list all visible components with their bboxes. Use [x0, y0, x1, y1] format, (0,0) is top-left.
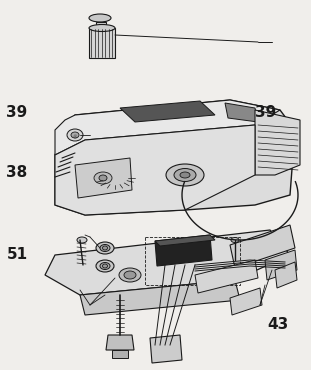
- Ellipse shape: [77, 237, 87, 243]
- Ellipse shape: [102, 171, 128, 185]
- Text: 43: 43: [268, 317, 289, 332]
- Ellipse shape: [89, 24, 115, 31]
- Text: 39: 39: [7, 105, 28, 120]
- Ellipse shape: [100, 245, 110, 252]
- Ellipse shape: [124, 271, 136, 279]
- Polygon shape: [255, 110, 300, 175]
- Text: ®: ®: [73, 135, 77, 141]
- Polygon shape: [55, 100, 295, 215]
- Ellipse shape: [166, 164, 204, 186]
- Polygon shape: [265, 250, 297, 280]
- Ellipse shape: [174, 168, 196, 182]
- Ellipse shape: [96, 260, 114, 272]
- Polygon shape: [230, 288, 262, 315]
- Ellipse shape: [119, 268, 141, 282]
- Ellipse shape: [103, 264, 108, 268]
- Polygon shape: [195, 260, 258, 293]
- Ellipse shape: [100, 262, 110, 269]
- Bar: [96, 22, 106, 28]
- Polygon shape: [225, 103, 258, 122]
- Ellipse shape: [96, 242, 114, 254]
- Text: 38: 38: [7, 165, 28, 179]
- Ellipse shape: [67, 129, 83, 141]
- Polygon shape: [120, 101, 215, 122]
- Ellipse shape: [99, 175, 107, 181]
- Ellipse shape: [94, 167, 136, 189]
- Bar: [89, 28, 115, 58]
- Ellipse shape: [103, 246, 108, 250]
- Polygon shape: [230, 225, 295, 268]
- Ellipse shape: [89, 14, 111, 22]
- Bar: [145, 237, 240, 285]
- Ellipse shape: [180, 172, 190, 178]
- Polygon shape: [150, 335, 182, 363]
- Polygon shape: [155, 235, 215, 246]
- Polygon shape: [106, 335, 134, 350]
- Ellipse shape: [109, 175, 121, 182]
- Polygon shape: [55, 125, 255, 215]
- Text: 39: 39: [255, 105, 276, 120]
- Polygon shape: [75, 158, 132, 198]
- Polygon shape: [275, 262, 297, 288]
- Bar: [112, 350, 128, 358]
- Text: 51: 51: [7, 247, 28, 262]
- Ellipse shape: [94, 172, 112, 184]
- Polygon shape: [55, 100, 280, 155]
- Polygon shape: [45, 230, 290, 295]
- Polygon shape: [155, 235, 212, 266]
- Polygon shape: [80, 280, 240, 315]
- Ellipse shape: [231, 238, 239, 242]
- Ellipse shape: [71, 132, 79, 138]
